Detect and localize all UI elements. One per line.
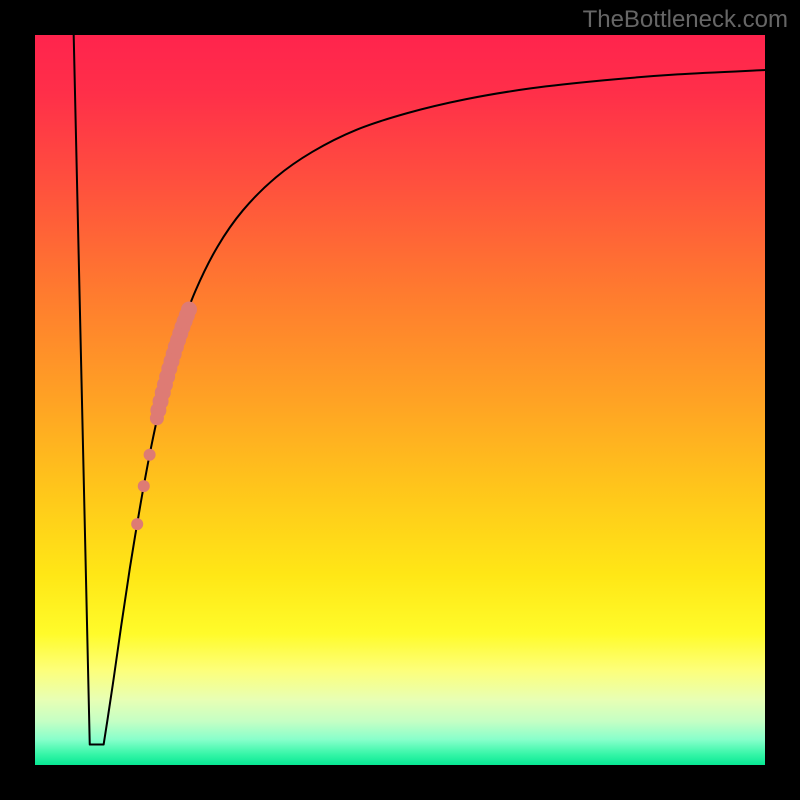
- data-marker: [138, 480, 150, 492]
- plot-background: [35, 35, 765, 765]
- chart-svg: [0, 0, 800, 800]
- data-marker: [131, 518, 143, 530]
- chart-stage: TheBottleneck.com: [0, 0, 800, 800]
- credit-label: TheBottleneck.com: [583, 6, 788, 34]
- data-marker: [144, 449, 156, 461]
- data-marker: [181, 301, 197, 317]
